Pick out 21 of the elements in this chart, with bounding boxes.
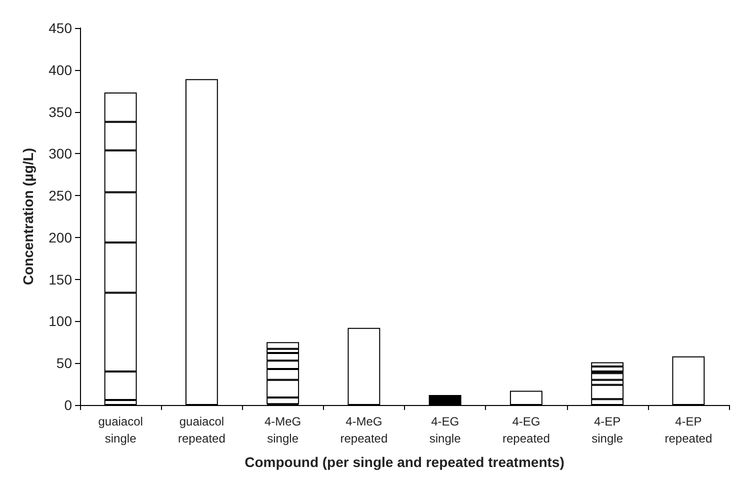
y-tick-label: 250 bbox=[48, 188, 72, 204]
x-tick-label: guaiacol repeated bbox=[178, 414, 226, 446]
x-tick-label: 4-MeG single bbox=[264, 414, 302, 446]
x-tick-label: 4-EG single bbox=[429, 414, 462, 446]
y-tick-label: 50 bbox=[56, 355, 72, 372]
x-tick-label: guaiacol single bbox=[98, 414, 143, 446]
y-tick-label: 150 bbox=[48, 271, 72, 288]
bar bbox=[266, 342, 300, 349]
y-tick-label: 200 bbox=[48, 229, 72, 246]
y-tick-label: 100 bbox=[48, 313, 72, 330]
y-tick-label: 450 bbox=[48, 20, 72, 36]
y-tick-label: 300 bbox=[48, 146, 72, 162]
x-tick-label: 4-MeG repeated bbox=[340, 414, 388, 446]
x-tick-label: 4-EP repeated bbox=[664, 414, 712, 446]
y-tick-label: 400 bbox=[48, 62, 72, 78]
x-tick-label: 4-EP single bbox=[592, 414, 624, 446]
y-tick-label: 350 bbox=[48, 104, 72, 120]
x-tick-label: 4-EG repeated bbox=[502, 414, 550, 446]
y-axis-title: Concentration (µg/L) bbox=[20, 148, 36, 286]
y-tick-label: 0 bbox=[64, 397, 72, 413]
x-axis-title: Compound (per single and repeated treatments) bbox=[244, 454, 564, 470]
